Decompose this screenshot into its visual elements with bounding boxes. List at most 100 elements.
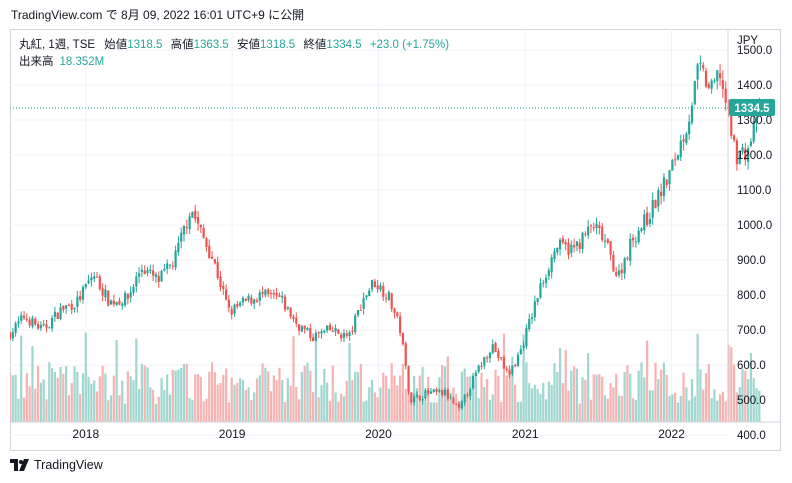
candle-body <box>365 295 368 298</box>
volume-bar <box>730 347 733 422</box>
candle-body <box>241 297 245 303</box>
candle-body <box>696 64 699 80</box>
candle-body <box>615 271 618 276</box>
candle-body <box>227 299 231 308</box>
volume-bar <box>620 395 623 422</box>
tradingview-logo-icon <box>10 459 29 471</box>
volume-bar <box>185 363 188 422</box>
publish-info: TradingView.com で 8月 09, 2022 16:01 UTC+… <box>11 8 305 22</box>
volume-bar <box>471 375 475 422</box>
candle-body <box>410 392 413 403</box>
price-tick-label: 500.0 <box>737 395 766 407</box>
candle-body <box>345 333 348 336</box>
volume-bar <box>255 378 259 422</box>
volume-bar <box>345 380 348 422</box>
candle-body <box>362 298 365 309</box>
time-tick-label: 2018 <box>72 427 99 441</box>
volume-bar <box>81 373 85 422</box>
chart-canvas[interactable]: 1500.0 1400.0 1300.0 1200.0 1100.0 1000.0 900.… <box>10 29 781 451</box>
candle-body <box>236 303 239 307</box>
volume-bar <box>533 384 536 422</box>
volume-bar <box>188 398 191 422</box>
volume-bar <box>143 365 146 422</box>
candle-body <box>171 265 174 267</box>
volume-bar <box>356 372 360 422</box>
volume-bar <box>502 333 506 422</box>
volume-bar <box>314 334 318 422</box>
volume-bar <box>688 400 691 422</box>
candle-body <box>702 65 705 69</box>
candle-body <box>620 269 623 274</box>
candle-body <box>123 292 127 306</box>
volume-bar <box>239 378 242 422</box>
candle-body <box>634 241 637 243</box>
volume-bar <box>194 374 197 422</box>
volume-bar <box>561 383 564 422</box>
candle-body <box>90 277 93 281</box>
candle-body <box>592 227 595 229</box>
candle-body <box>267 289 270 294</box>
volume-bar <box>542 382 545 422</box>
candle-body <box>309 327 312 338</box>
volume-bar <box>410 399 413 422</box>
candle-body <box>121 303 124 306</box>
candle-body <box>303 325 306 330</box>
volume-bar <box>435 402 438 422</box>
volume-bar <box>180 367 183 422</box>
volume-bar <box>682 372 685 422</box>
candle-body <box>188 216 191 230</box>
volume-bar <box>438 377 441 422</box>
volume-bar <box>486 378 489 422</box>
candle-body <box>547 270 550 277</box>
volume-bar <box>244 389 247 422</box>
volume-bar <box>95 391 99 422</box>
volume-bar <box>118 395 121 422</box>
candle-body <box>631 237 635 241</box>
candle-body <box>738 153 741 165</box>
candle-body <box>676 155 680 160</box>
volume-bar <box>258 375 261 422</box>
candle-body <box>564 241 567 245</box>
volume-bar <box>575 368 579 422</box>
candle-body <box>11 332 14 339</box>
low-value: 1318.5 <box>260 39 296 51</box>
candle-body <box>699 62 702 64</box>
candle-body <box>418 395 421 400</box>
volume-bar <box>62 373 65 422</box>
candle-body <box>390 293 393 309</box>
candle-body <box>98 276 101 290</box>
volume-bar <box>710 398 713 422</box>
volume-bar <box>752 378 755 422</box>
open-value: 1318.5 <box>127 39 163 51</box>
candle-body <box>530 317 534 319</box>
candle-body <box>704 70 708 87</box>
close-value: 1334.5 <box>326 39 362 51</box>
candle-body <box>337 329 340 334</box>
candle-body <box>115 302 118 305</box>
volume-bar <box>177 369 180 422</box>
candle-body <box>688 121 691 135</box>
time-tick-label: 2021 <box>512 427 539 441</box>
volume-bar <box>584 379 587 422</box>
volume-bar <box>631 398 635 422</box>
candle-body <box>326 325 329 331</box>
candle-body <box>93 276 96 279</box>
volume-bar <box>109 395 113 422</box>
volume-bar <box>387 388 390 422</box>
volume-bar <box>261 363 264 422</box>
price-tick-label: 1200.0 <box>737 150 772 162</box>
volume-bar <box>34 388 37 422</box>
candle-body <box>730 108 733 136</box>
candle-body <box>67 304 71 306</box>
footer-brand[interactable]: TradingView <box>10 458 103 472</box>
volume-bar <box>578 403 581 422</box>
candle-body <box>84 284 87 288</box>
candle-body <box>483 356 486 366</box>
candle-body <box>539 283 542 298</box>
candle-body <box>497 350 500 358</box>
volume-bar <box>123 403 127 422</box>
volume-bar <box>514 384 517 422</box>
candle-body <box>477 365 480 372</box>
candle-body <box>735 140 739 165</box>
candle-body <box>219 276 222 288</box>
